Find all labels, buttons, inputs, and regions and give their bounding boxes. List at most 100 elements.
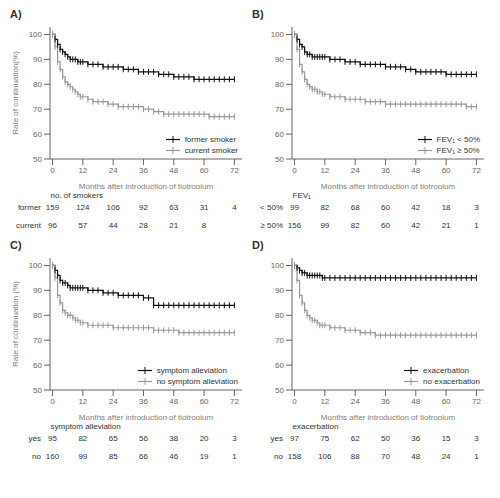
svg-text:48: 48 [411, 397, 420, 406]
html-text:159: 159 [45, 202, 60, 212]
html-text:99: 99 [78, 451, 88, 461]
html-text:36: 36 [411, 433, 421, 443]
html-text:42: 42 [411, 202, 421, 212]
svg-text:60: 60 [200, 397, 209, 406]
html-text:15: 15 [441, 433, 451, 443]
svg-text:90: 90 [33, 286, 42, 295]
html-text:current: current [16, 220, 41, 230]
html-text:yes: yes [28, 433, 41, 443]
svg-text:24: 24 [109, 397, 118, 406]
html-text:160: 160 [45, 451, 60, 461]
html-text:156: 156 [287, 220, 302, 230]
html-text:C): C) [10, 239, 22, 251]
svg-text:50: 50 [33, 386, 42, 395]
svg-text:60: 60 [33, 361, 42, 370]
html-text:< 50%: < 50% [260, 202, 283, 212]
svg-text:100: 100 [271, 261, 285, 270]
svg-text:90: 90 [275, 55, 284, 64]
svg-text:90: 90 [33, 55, 42, 64]
html-text:158: 158 [287, 451, 302, 461]
html-text:20: 20 [199, 433, 209, 443]
html-text:99: 99 [320, 220, 330, 230]
html-text:former: former [17, 202, 41, 212]
svg-text:80: 80 [275, 80, 284, 89]
svg-text:72: 72 [472, 397, 481, 406]
html-text:65: 65 [108, 433, 118, 443]
svg-text:60: 60 [442, 397, 451, 406]
svg-text:12: 12 [320, 166, 329, 175]
svg-text:80: 80 [33, 80, 42, 89]
svg-text:36: 36 [381, 397, 390, 406]
svg-text:80: 80 [33, 311, 42, 320]
svg-text:12: 12 [78, 166, 87, 175]
svg-text:70: 70 [275, 105, 284, 114]
svg-text:48: 48 [411, 166, 420, 175]
html-text:85: 85 [108, 451, 118, 461]
html-text:19: 19 [199, 451, 209, 461]
svg-text:72: 72 [230, 397, 239, 406]
html-text:106: 106 [106, 202, 120, 212]
svg-text:48: 48 [169, 166, 178, 175]
html-text:68: 68 [350, 202, 360, 212]
svg-text:100: 100 [29, 261, 43, 270]
svg-text:0: 0 [292, 166, 297, 175]
html-text:82: 82 [78, 433, 88, 443]
html-text:106: 106 [318, 451, 332, 461]
svg-text:50: 50 [275, 386, 284, 395]
html-text:62: 62 [350, 433, 360, 443]
svg-text:100: 100 [271, 30, 285, 39]
html-text:A): A) [10, 8, 22, 20]
svg-text:Rate of continuation(%): Rate of continuation(%) [11, 51, 20, 135]
svg-text:0: 0 [50, 397, 55, 406]
svg-text:72: 72 [472, 166, 481, 175]
svg-text:12: 12 [78, 397, 87, 406]
html-text:D): D) [252, 239, 264, 251]
svg-text:Months after introduction of t: Months after introduction of tiotropium [79, 413, 214, 420]
html-text:42: 42 [411, 220, 421, 230]
svg-text:48: 48 [169, 397, 178, 406]
html-text:82: 82 [350, 220, 360, 230]
svg-text:50: 50 [33, 155, 42, 164]
svg-text:Months after introduction of t: Months after introduction of tiotropium [321, 182, 456, 189]
html-text:75: 75 [320, 433, 330, 443]
svg-text:Rate of continuation (%): Rate of continuation (%) [11, 281, 20, 367]
svg-text:0: 0 [292, 397, 297, 406]
svg-text:36: 36 [381, 166, 390, 175]
svg-text:90: 90 [275, 286, 284, 295]
svg-text:72: 72 [230, 166, 239, 175]
html-text:82: 82 [320, 202, 330, 212]
svg-text:60: 60 [200, 166, 209, 175]
html-text:57: 57 [78, 220, 88, 230]
svg-text:24: 24 [351, 397, 360, 406]
html-text:63: 63 [169, 202, 179, 212]
html-text:31: 31 [199, 202, 209, 212]
svg-text:0: 0 [50, 166, 55, 175]
svg-text:60: 60 [442, 166, 451, 175]
svg-text:70: 70 [33, 105, 42, 114]
svg-text:70: 70 [275, 336, 284, 345]
svg-text:24: 24 [351, 166, 360, 175]
html-text:21: 21 [441, 220, 451, 230]
html-text:21: 21 [169, 220, 179, 230]
svg-text:36: 36 [139, 397, 148, 406]
svg-text:12: 12 [320, 397, 329, 406]
svg-text:100: 100 [29, 30, 43, 39]
html-text:yes: yes [270, 433, 283, 443]
html-text:38: 38 [169, 433, 179, 443]
svg-text:60: 60 [33, 130, 42, 139]
svg-text:80: 80 [275, 311, 284, 320]
svg-text:24: 24 [109, 166, 118, 175]
html-text:B): B) [252, 8, 264, 20]
html-text:18: 18 [441, 202, 451, 212]
html-text:44: 44 [108, 220, 118, 230]
svg-text:70: 70 [33, 336, 42, 345]
svg-text:50: 50 [275, 155, 284, 164]
svg-text:36: 36 [139, 166, 148, 175]
html-text:124: 124 [76, 202, 90, 212]
html-text:≥ 50%: ≥ 50% [260, 220, 283, 230]
svg-text:60: 60 [275, 361, 284, 370]
svg-text:Months after introduction of t: Months after introduction of tiotropium [321, 413, 456, 420]
svg-text:60: 60 [275, 130, 284, 139]
html-text:46: 46 [169, 451, 179, 461]
svg-text:Months after introduction of t: Months after introduction of tiotropium [79, 182, 214, 189]
